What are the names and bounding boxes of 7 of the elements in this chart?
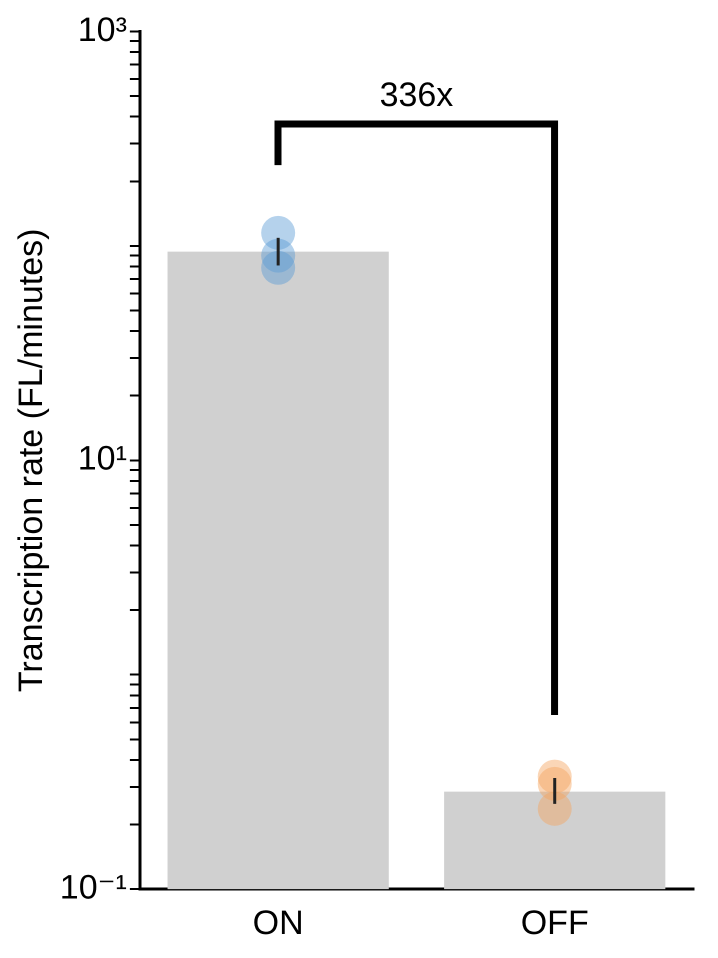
y-tick-label: 10³: [78, 10, 127, 49]
y-tick-label: 10⁻¹: [60, 868, 127, 907]
x-tick-label: OFF: [520, 904, 589, 942]
x-tick-label: ON: [252, 904, 304, 942]
y-tick-label: 10¹: [78, 440, 127, 478]
y-axis-title: Transcription rate (FL/minutes): [12, 228, 50, 692]
annotation: 336x: [378, 76, 454, 116]
